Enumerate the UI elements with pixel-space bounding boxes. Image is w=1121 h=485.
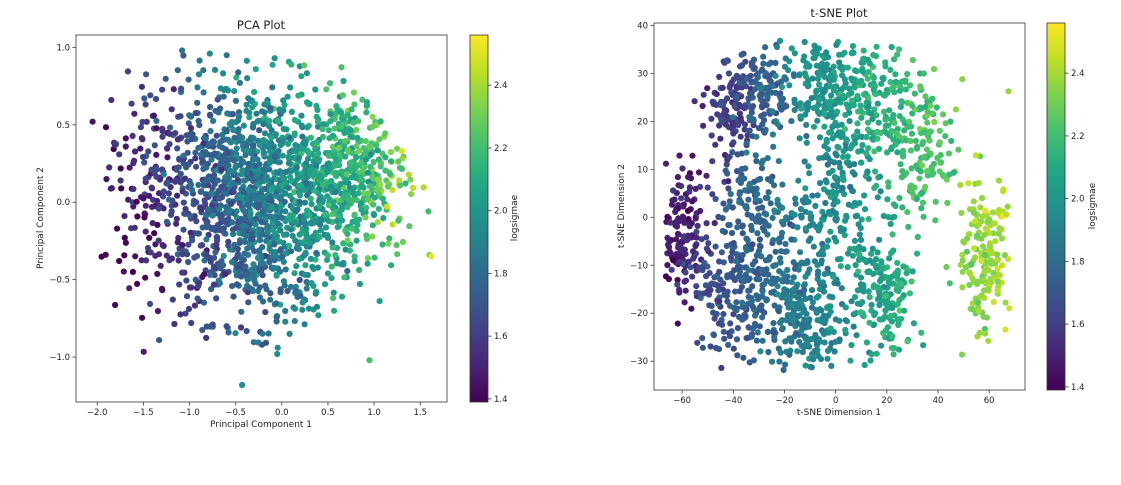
pca-y-axis: 1.0 0.5 0.0 −0.5 −1.0	[49, 43, 76, 363]
colorbar-tick-label: 2.0	[1071, 195, 1085, 205]
x-tick-label: 0.0	[275, 408, 289, 418]
tsne-y-axis: 40 30 20 10 0 −10 −20 −30	[630, 21, 654, 367]
tsne-y-label: t-SNE Dimension 2	[617, 164, 627, 248]
y-tick-label: 10	[637, 165, 648, 175]
y-tick-label: −10	[630, 261, 648, 271]
pca-y-label: Principal Component 2	[36, 167, 46, 269]
colorbar-tick-label: 1.4	[494, 395, 508, 405]
x-tick-label: −1.5	[133, 408, 154, 418]
y-tick-label: 0	[643, 213, 648, 223]
tsne-scatter-points	[662, 37, 1013, 374]
tsne-colorbar-label: logsigmae	[1088, 182, 1098, 229]
x-tick-label: 60	[984, 396, 995, 406]
x-tick-label: −0.5	[225, 408, 246, 418]
tsne-colorbar: 1.4 1.6 1.8 2.0 2.2 2.4 logsigmae	[1046, 22, 1098, 393]
y-tick-label: 0.0	[56, 198, 70, 208]
pca-colorbar-label: logsigmae	[510, 194, 520, 241]
y-tick-label: −0.5	[49, 276, 70, 286]
tsne-title: t-SNE Plot	[810, 6, 868, 20]
y-tick-label: 0.5	[56, 121, 70, 131]
y-tick-label: 1.0	[56, 43, 70, 53]
x-tick-label: 0.5	[321, 408, 335, 418]
tsne-axes-frame	[653, 22, 1026, 391]
y-tick-label: 30	[637, 69, 648, 79]
x-tick-label: 0	[833, 396, 838, 406]
x-tick-label: −40	[724, 396, 742, 406]
tsne-x-axis: −60 −40 −20 0 20 40 60	[673, 390, 995, 406]
y-tick-label: 40	[637, 21, 648, 31]
pca-title: PCA Plot	[237, 18, 286, 32]
x-tick-label: −60	[673, 396, 691, 406]
y-tick-label: −1.0	[49, 353, 70, 363]
colorbar-tick-label: 1.8	[1071, 257, 1085, 267]
colorbar-tick-label: 2.0	[494, 207, 508, 217]
pca-axes-frame	[75, 34, 448, 403]
pca-panel: PCA Plot −2.0 −1.5 −1.0 −0.5 0.0 0.5 1.0 1.5 1.…	[36, 18, 520, 430]
x-tick-label: 1.5	[413, 408, 427, 418]
colorbar-tick-label: 2.2	[1071, 132, 1085, 142]
colorbar-tick-label: 1.8	[494, 269, 508, 279]
y-tick-label: −30	[630, 357, 648, 367]
x-tick-label: −2.0	[87, 408, 108, 418]
colorbar-tick-label: 2.2	[494, 144, 508, 154]
tsne-x-label: t-SNE Dimension 1	[797, 408, 881, 418]
colorbar-tick-label: 2.4	[494, 81, 508, 91]
pca-colorbar: 1.4 1.6 1.8 2.0 2.2 2.4 logsigmae	[469, 34, 520, 405]
x-tick-label: −1.0	[179, 408, 200, 418]
x-tick-label: 40	[933, 396, 944, 406]
colorbar-tick-label: 1.4	[1071, 383, 1085, 393]
colorbar-tick-label: 1.6	[1071, 320, 1085, 330]
tsne-panel: t-SNE Plot −60 −40 −20 0 20 40 60 40 30 20 10 0 −10…	[617, 6, 1098, 418]
x-tick-label: 1.0	[367, 408, 381, 418]
x-tick-label: −20	[776, 396, 794, 406]
x-tick-label: 20	[881, 396, 892, 406]
colorbar-tick-label: 1.6	[494, 332, 508, 342]
pca-scatter-points	[89, 47, 435, 389]
pca-x-label: Principal Component 1	[210, 420, 312, 430]
colorbar-tick-label: 2.4	[1071, 69, 1085, 79]
y-tick-label: 20	[637, 117, 648, 127]
pca-x-axis: −2.0 −1.5 −1.0 −0.5 0.0 0.5 1.0 1.5	[87, 402, 427, 418]
y-tick-label: −20	[630, 309, 648, 319]
